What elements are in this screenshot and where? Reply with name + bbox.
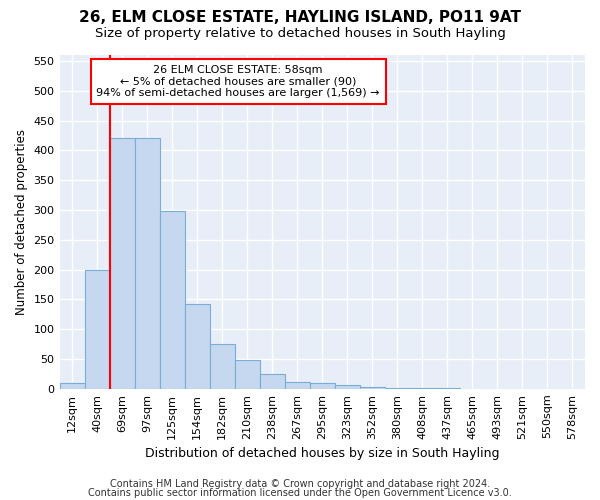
Bar	[59, 383, 85, 389]
Bar	[134, 138, 160, 389]
Bar	[85, 270, 110, 389]
Bar	[160, 211, 185, 389]
Bar	[410, 388, 435, 389]
Bar	[335, 384, 360, 389]
Bar	[110, 138, 134, 389]
Text: Contains HM Land Registry data © Crown copyright and database right 2024.: Contains HM Land Registry data © Crown c…	[110, 479, 490, 489]
Bar	[310, 384, 335, 389]
X-axis label: Distribution of detached houses by size in South Hayling: Distribution of detached houses by size …	[145, 447, 500, 460]
Bar	[209, 344, 235, 389]
Bar	[435, 388, 460, 389]
Text: Contains public sector information licensed under the Open Government Licence v3: Contains public sector information licen…	[88, 488, 512, 498]
Bar	[235, 360, 260, 389]
Y-axis label: Number of detached properties: Number of detached properties	[15, 129, 28, 315]
Text: Size of property relative to detached houses in South Hayling: Size of property relative to detached ho…	[95, 28, 505, 40]
Bar	[385, 388, 410, 389]
Text: 26 ELM CLOSE ESTATE: 58sqm
← 5% of detached houses are smaller (90)
94% of semi-: 26 ELM CLOSE ESTATE: 58sqm ← 5% of detac…	[97, 65, 380, 98]
Text: 26, ELM CLOSE ESTATE, HAYLING ISLAND, PO11 9AT: 26, ELM CLOSE ESTATE, HAYLING ISLAND, PO…	[79, 10, 521, 25]
Bar	[260, 374, 285, 389]
Bar	[360, 387, 385, 389]
Bar	[285, 382, 310, 389]
Bar	[185, 304, 209, 389]
